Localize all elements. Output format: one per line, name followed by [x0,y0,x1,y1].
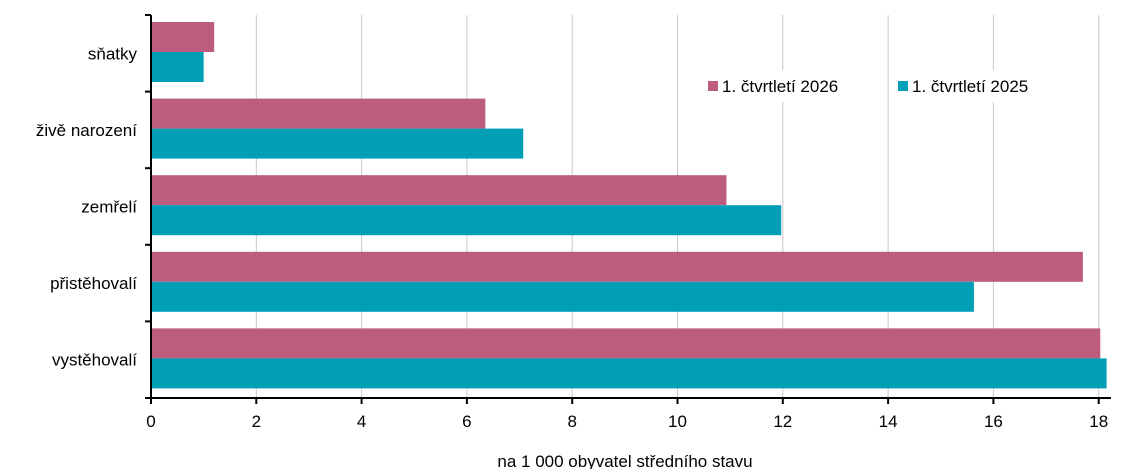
legend: 1. čtvrtletí 2026 1. čtvrtletí 2025 [704,70,1074,102]
x-tick-label: 16 [984,412,1003,431]
x-tick-label: 12 [773,412,792,431]
bars [151,22,1107,389]
legend-swatch [898,81,908,91]
bar-series-1 [151,251,1083,282]
x-tick-label: 8 [567,412,576,431]
x-axis-title: na 1 000 obyvatel středního stavu [497,452,752,469]
legend-label: 1. čtvrtletí 2026 [722,77,838,96]
category-label: sňatky [88,44,138,63]
legend-swatch [708,81,718,91]
bar-series-2 [151,128,524,159]
category-label: živě narození [36,121,137,140]
axes: sňatky živě narození zemřelí přistěhovalí vy… [36,14,1111,431]
x-tick-label: 14 [879,412,898,431]
bar-series-2 [151,358,1107,389]
bar-series-2 [151,205,782,236]
category-label: přistěhovalí [50,274,137,293]
x-tick-label: 2 [252,412,261,431]
legend-label: 1. čtvrtletí 2025 [912,77,1028,96]
legend-background [704,70,884,102]
x-tick-label: 10 [668,412,687,431]
category-label: zemřelí [81,198,137,217]
bar-series-2 [151,281,974,312]
bar-series-1 [151,22,215,52]
legend-background [894,70,1074,102]
x-tick-label: 0 [146,412,155,431]
bar-series-1 [151,175,727,206]
x-tick-label: 4 [357,412,366,431]
bar-series-1 [151,328,1101,359]
bar-series-2 [151,52,204,82]
x-tick-label: 6 [462,412,471,431]
bar-series-1 [151,98,486,129]
x-tick-label: 18 [1089,412,1108,431]
category-label: vystěhovalí [52,351,137,370]
